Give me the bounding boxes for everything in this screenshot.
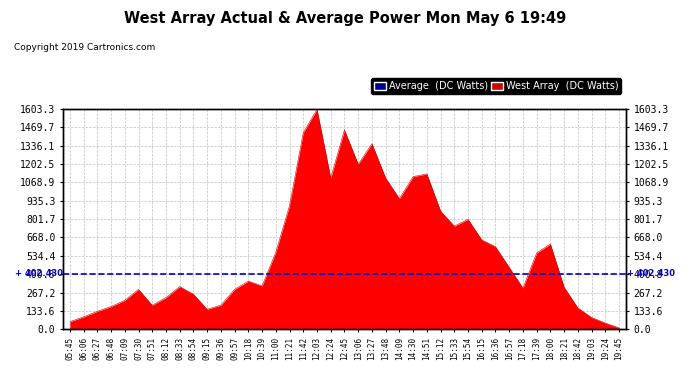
Text: Copyright 2019 Cartronics.com: Copyright 2019 Cartronics.com xyxy=(14,43,155,52)
Text: + 402.430: + 402.430 xyxy=(15,269,63,278)
Text: + 402.430: + 402.430 xyxy=(627,269,675,278)
Legend: Average  (DC Watts), West Array  (DC Watts): Average (DC Watts), West Array (DC Watts… xyxy=(371,78,621,94)
Text: West Array Actual & Average Power Mon May 6 19:49: West Array Actual & Average Power Mon Ma… xyxy=(124,11,566,26)
